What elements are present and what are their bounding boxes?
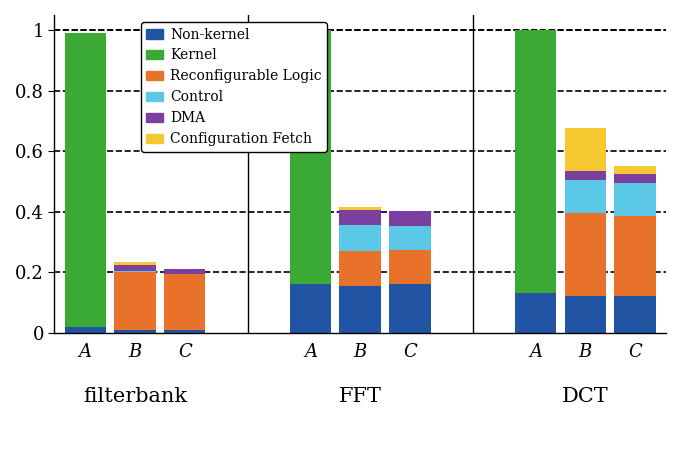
Bar [339, 225, 381, 251]
Bar [565, 213, 606, 297]
Bar [289, 285, 331, 333]
Bar [565, 297, 606, 333]
Bar [114, 330, 156, 333]
Bar [164, 330, 206, 333]
Bar [339, 251, 381, 286]
Bar [389, 284, 430, 333]
Bar [164, 269, 206, 274]
Text: FFT: FFT [338, 387, 381, 406]
Bar [565, 171, 606, 180]
Bar [114, 272, 156, 330]
Bar [289, 30, 331, 285]
Bar [614, 216, 656, 297]
Bar [164, 274, 206, 330]
Bar [65, 33, 106, 327]
Legend: Non-kernel, Kernel, Reconfigurable Logic, Control, DMA, Configuration Fetch: Non-kernel, Kernel, Reconfigurable Logic… [141, 22, 327, 152]
Bar [389, 226, 430, 251]
Bar [339, 207, 381, 210]
Bar [614, 174, 656, 183]
Bar [389, 251, 430, 284]
Bar [114, 271, 156, 272]
Text: DCT: DCT [562, 387, 609, 406]
Text: filterbank: filterbank [83, 387, 187, 406]
Bar [389, 211, 430, 226]
Bar [565, 129, 606, 171]
Bar [114, 265, 156, 271]
Bar [565, 180, 606, 213]
Bar [65, 327, 106, 333]
Bar [614, 297, 656, 333]
Bar [114, 262, 156, 265]
Bar [515, 30, 556, 293]
Bar [614, 183, 656, 216]
Bar [339, 286, 381, 333]
Bar [339, 210, 381, 225]
Bar [515, 293, 556, 333]
Bar [614, 166, 656, 174]
